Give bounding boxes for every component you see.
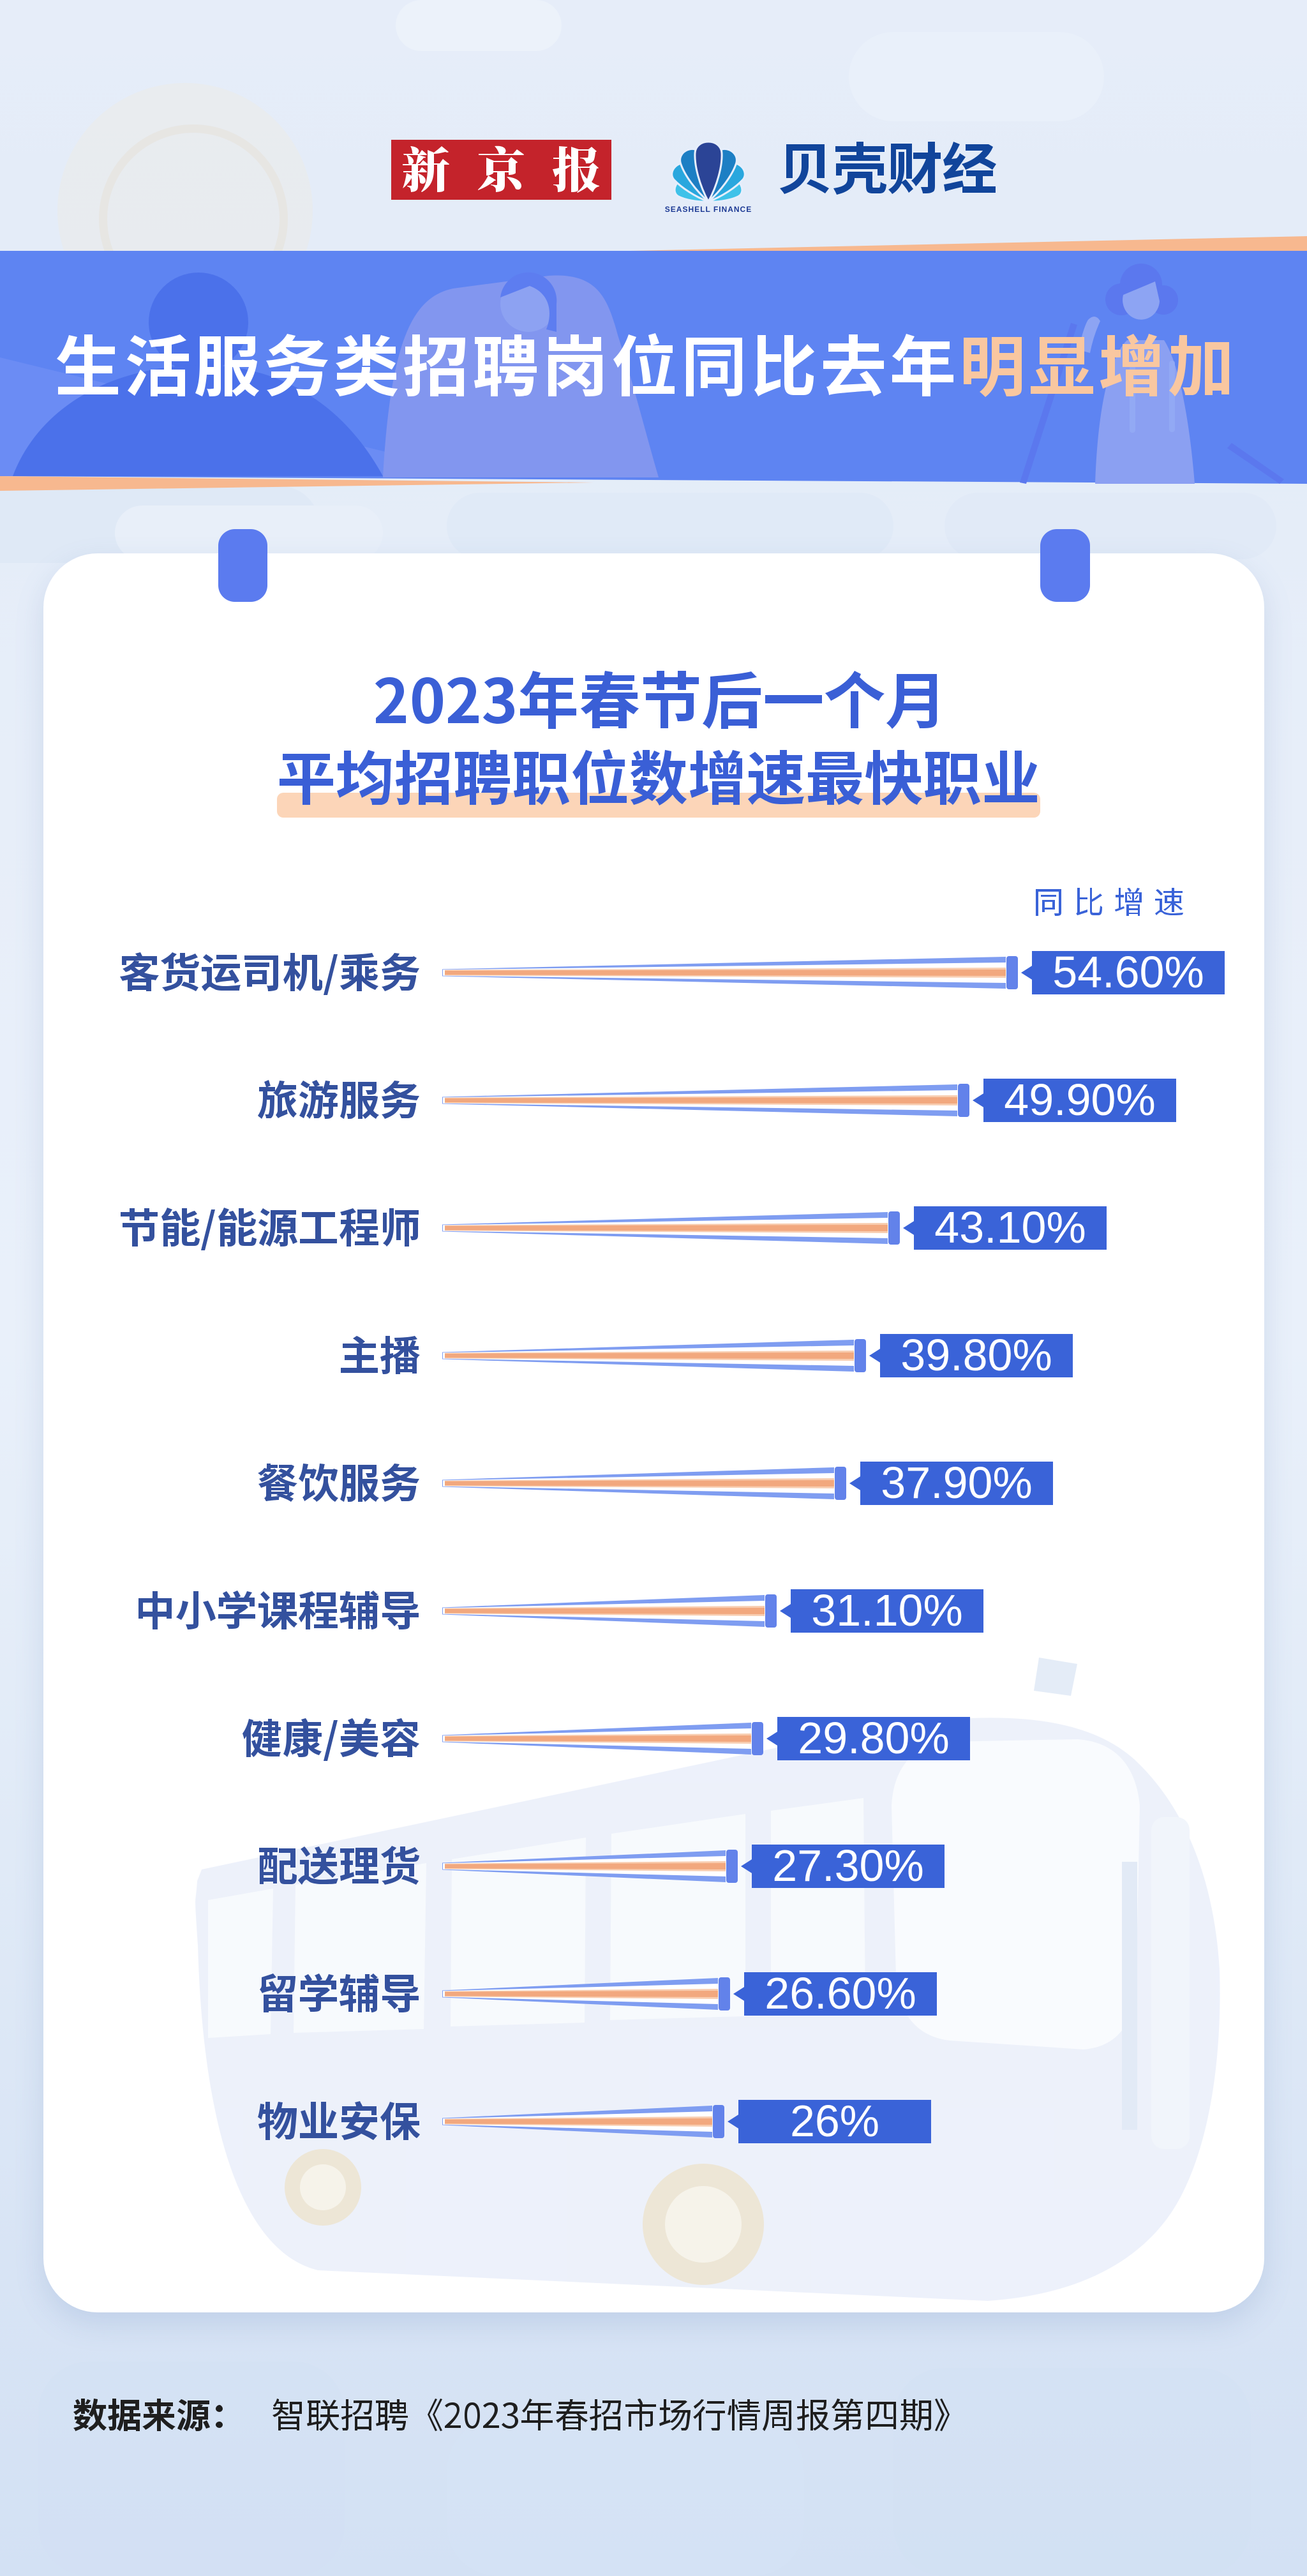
svg-text:43.10%: 43.10% — [934, 1202, 1086, 1252]
svg-text:SEASHELL FINANCE: SEASHELL FINANCE — [665, 205, 752, 214]
svg-text:37.90%: 37.90% — [881, 1458, 1032, 1508]
svg-text:29.80%: 29.80% — [798, 1713, 949, 1763]
svg-text:49.90%: 49.90% — [1004, 1075, 1155, 1125]
svg-text:26%: 26% — [790, 2096, 879, 2146]
svg-text:26.60%: 26.60% — [765, 1968, 916, 2018]
svg-text:39.80%: 39.80% — [900, 1330, 1052, 1380]
svg-text:27.30%: 27.30% — [772, 1841, 923, 1891]
svg-text:31.10%: 31.10% — [811, 1585, 962, 1635]
svg-text:54.60%: 54.60% — [1052, 947, 1204, 997]
